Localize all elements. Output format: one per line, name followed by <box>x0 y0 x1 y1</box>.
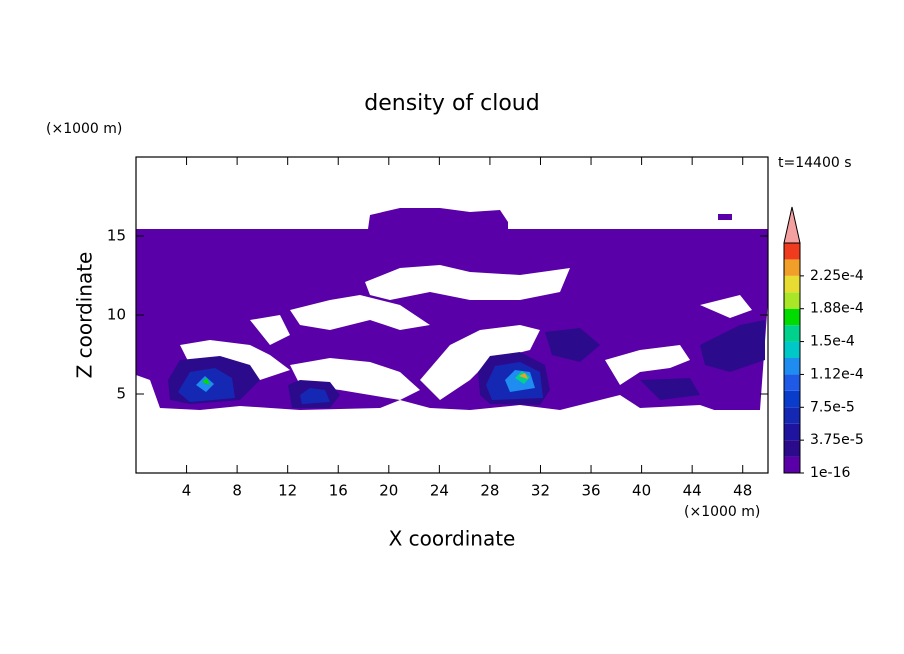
y-unit: (×1000 m) <box>46 121 122 137</box>
x-tick-label: 40 <box>632 482 651 500</box>
colorbar-tick-label: 1.5e-4 <box>810 334 855 350</box>
x-tick-label: 8 <box>232 482 242 500</box>
colorbar-over-arrow <box>783 206 801 244</box>
y-tick-label: 10 <box>107 306 126 324</box>
colorbar-band <box>784 325 800 342</box>
colorbar-tick-label: 1.88e-4 <box>810 301 864 317</box>
y-axis-label: Z coordinate <box>73 252 97 379</box>
colorbar-band <box>784 358 800 375</box>
colorbar-tick-label: 1e-16 <box>810 465 850 481</box>
x-tick-label: 28 <box>480 482 499 500</box>
colorbar-tick-label: 7.5e-5 <box>810 399 855 415</box>
colorbar-band <box>784 275 800 293</box>
x-unit: (×1000 m) <box>684 504 760 520</box>
colorbar-band <box>784 259 800 276</box>
y-tick-label: 15 <box>107 227 126 245</box>
colorbar-band <box>784 243 800 260</box>
colorbar-band <box>784 390 800 408</box>
x-tick-label: 12 <box>278 482 297 500</box>
x-tick-label: 20 <box>379 482 398 500</box>
colorbar-tick-label: 1.12e-4 <box>810 366 864 382</box>
chart-title: density of cloud <box>364 91 539 116</box>
colorbar-band <box>784 440 800 457</box>
colorbar-band <box>784 292 800 309</box>
x-tick-label: 36 <box>581 482 600 500</box>
colorbar-tick-label: 3.75e-5 <box>810 432 864 448</box>
colorbar-band <box>784 308 800 326</box>
x-tick-label: 32 <box>531 482 550 500</box>
colorbar-band <box>784 423 800 441</box>
x-tick-label: 44 <box>683 482 702 500</box>
colorbar-tick-label: 2.25e-4 <box>810 268 864 284</box>
colorbar-band <box>784 456 800 473</box>
colorbar-band <box>784 407 800 424</box>
x-tick-label: 48 <box>733 482 752 500</box>
x-axis-label: X coordinate <box>389 527 516 551</box>
x-tick-label: 24 <box>430 482 449 500</box>
contour-field <box>136 208 768 473</box>
y-tick-label: 5 <box>116 385 126 403</box>
colorbar-band <box>784 341 800 358</box>
x-tick-label: 4 <box>182 482 192 500</box>
colorbar-band <box>784 374 800 391</box>
time-annotation: t=14400 s <box>778 155 852 171</box>
x-tick-label: 16 <box>329 482 348 500</box>
